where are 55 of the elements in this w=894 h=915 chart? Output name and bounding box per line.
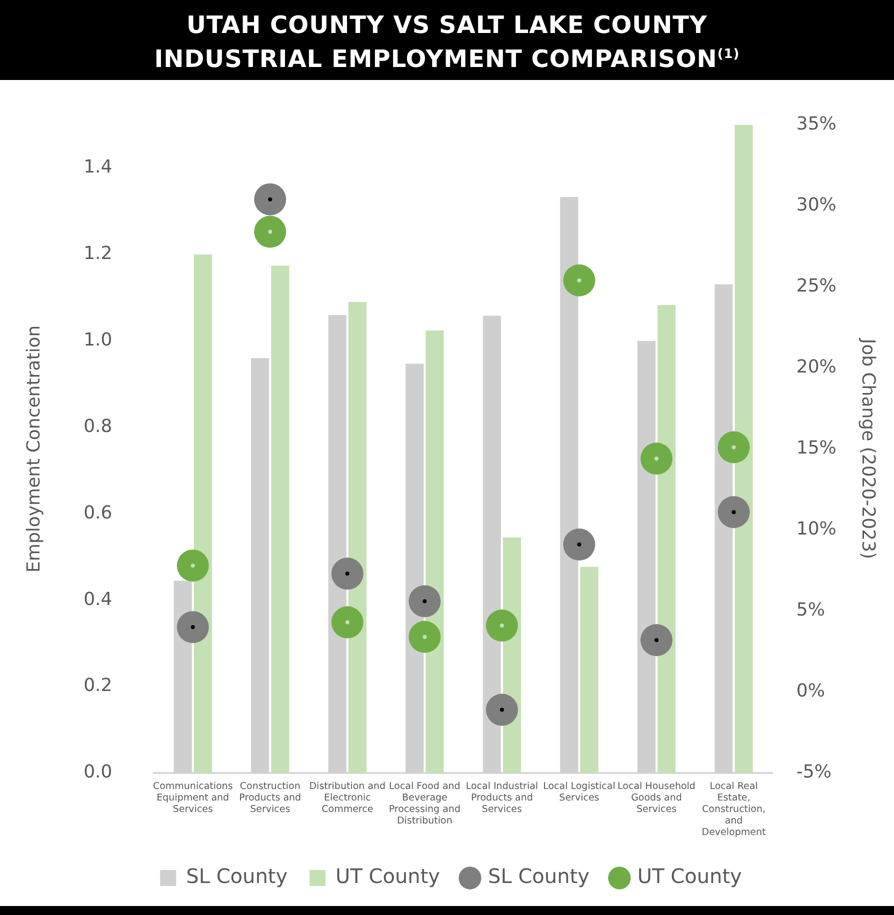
y-tick-label: 1.0 (84, 330, 112, 351)
y2-tick-label: 5% (796, 600, 825, 621)
x-tick-label: Local Industrial Products and Services (466, 781, 538, 815)
point (408, 585, 441, 618)
point (563, 528, 596, 561)
y-tick-label: 0.8 (84, 416, 112, 437)
y-tick-label: 0.2 (84, 675, 112, 696)
y2-tick-label: 30% (796, 194, 836, 216)
y2-tick-label: 0% (796, 680, 825, 702)
bar (194, 254, 212, 773)
x-tick-label: Construction Products and Services (239, 781, 302, 815)
chart-title: UTAH COUNTY VS SALT LAKE COUNTY INDUSTRIAL EMPLOYMENT COMPARISON$^{(1)}$ (0, 0, 894, 80)
point (563, 264, 596, 296)
y-tick-label: 0.0 (84, 762, 112, 783)
point (486, 694, 518, 726)
y2-tick-label: 20% (796, 356, 836, 378)
point (331, 558, 364, 590)
y2-tick-label: -5% (796, 762, 832, 783)
x-tick-label: Local Real Estate, Construction, and Development (702, 781, 766, 838)
bar (271, 266, 290, 773)
point (640, 624, 672, 656)
y-tick-label: 0.6 (84, 502, 112, 524)
legend-label: UT County (336, 864, 440, 888)
point (486, 610, 518, 642)
y2-tick-label: 25% (796, 276, 836, 297)
y-tick-label: 1.4 (84, 156, 112, 178)
x-tick-label: Communications Equipment and Services (152, 781, 233, 815)
legend-label: SL County (488, 864, 590, 888)
point (408, 620, 441, 653)
x-tick-label: Local Household Goods and Services (618, 781, 696, 815)
point (718, 496, 750, 528)
point (176, 550, 209, 582)
y-tick-label: 0.4 (84, 588, 112, 610)
x-tick-label: Distribution and Electronic Commerce (309, 781, 386, 815)
point (254, 216, 286, 248)
point (331, 606, 364, 638)
y2-tick-label: 35% (796, 113, 836, 134)
bar (657, 305, 676, 773)
point (176, 611, 209, 644)
x-tick-label: Local Food and Beverage Processing and Distribution (388, 781, 460, 826)
y2-axis-title: Job Change (2020-2023) (858, 338, 879, 560)
legend-label: SL County (186, 864, 288, 888)
y-tick-label: 1.2 (84, 243, 112, 264)
y2-tick-label: 15% (796, 438, 836, 459)
legend-label: UT County (637, 864, 742, 888)
point (254, 183, 286, 216)
y2-tick-label: 10% (796, 518, 836, 540)
bar (734, 124, 753, 773)
point (640, 442, 672, 475)
bar (348, 302, 366, 773)
bar (426, 330, 444, 773)
x-tick-label: Local Logistical Services (543, 781, 616, 804)
y-axis-title: Employment Concentration (23, 325, 44, 572)
bar (580, 566, 598, 773)
point (718, 431, 750, 464)
